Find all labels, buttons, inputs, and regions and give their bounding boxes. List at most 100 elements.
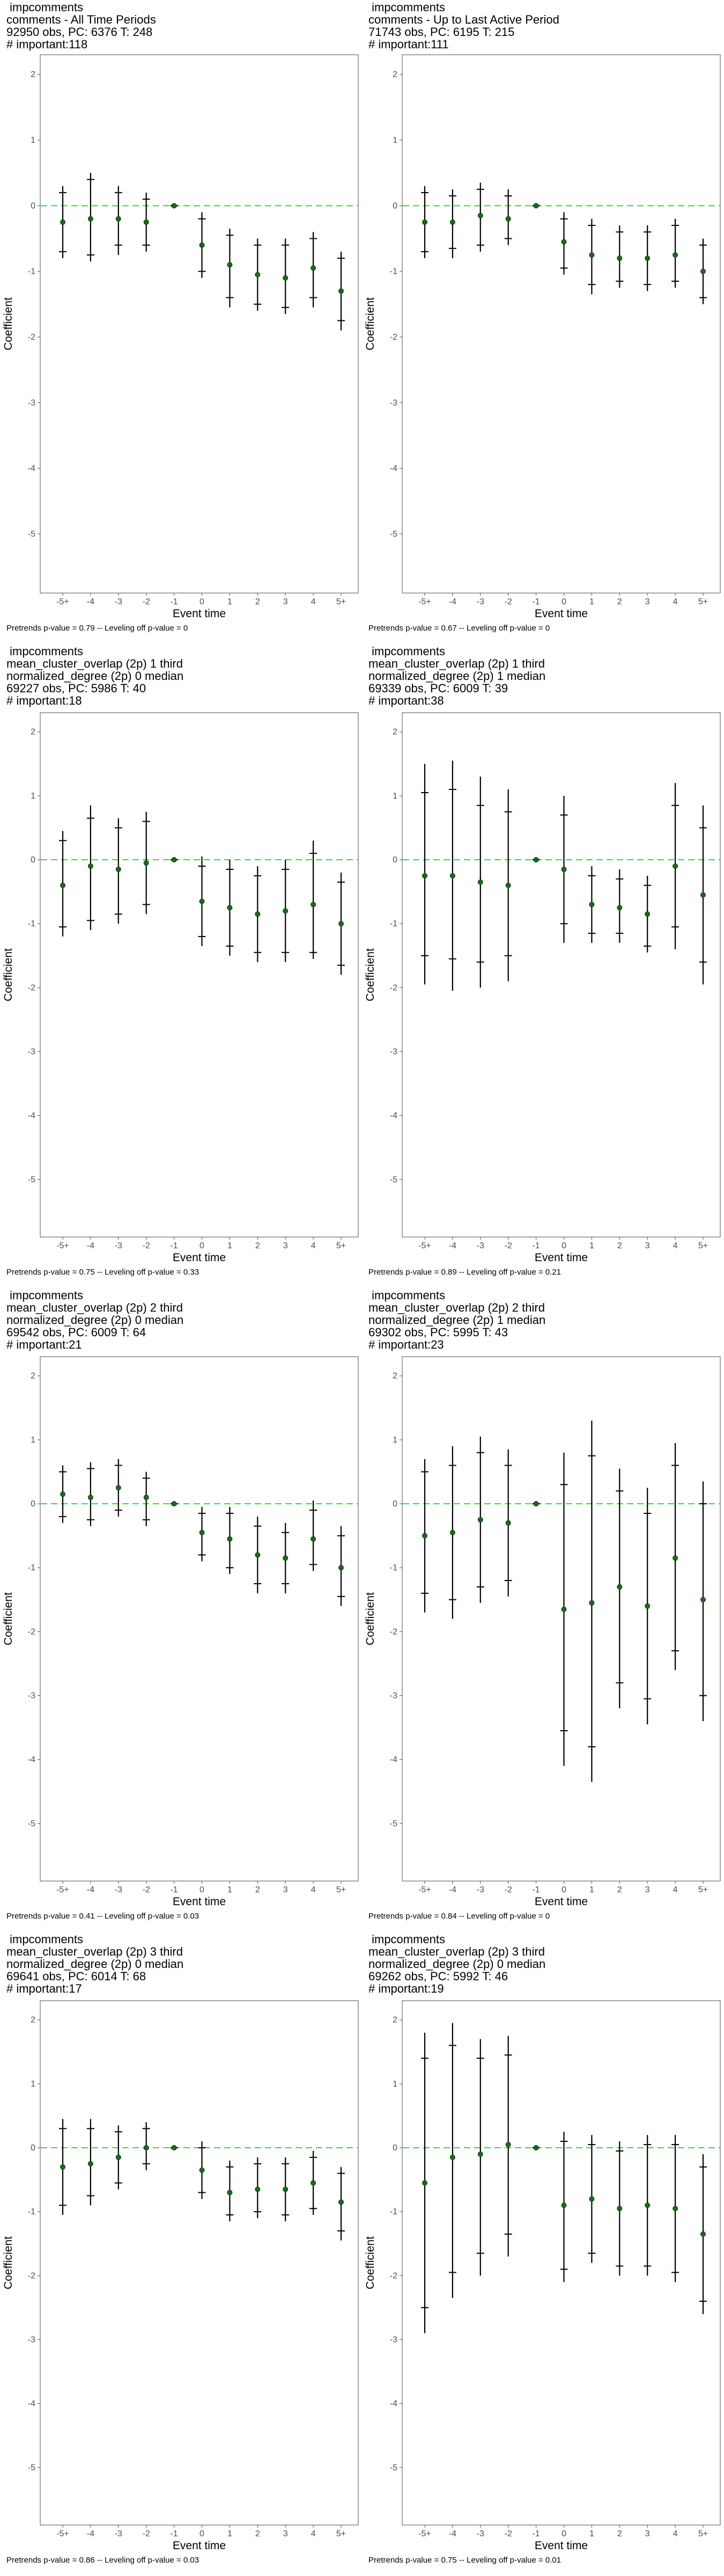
- x-tick-label: 0: [200, 1885, 204, 1894]
- y-tick-label: -4: [28, 2399, 35, 2409]
- x-tick-label: -3: [477, 1885, 484, 1894]
- data-point-group: [448, 2023, 456, 2299]
- x-tick-label: -1: [170, 2529, 178, 2538]
- x-tick-label: 2: [255, 2529, 260, 2538]
- plot-frame: [40, 2000, 359, 2526]
- y-tick-label: -5: [28, 1175, 35, 1184]
- data-point: [227, 905, 233, 911]
- chart-title-line: normalized_degree (2p) 0 median: [6, 1313, 184, 1327]
- chart-title-line: mean_cluster_overlap (2p) 3 third: [368, 1945, 545, 1958]
- plot-frame: [40, 1356, 359, 1882]
- x-tick-label: -5+: [418, 2529, 431, 2538]
- x-tick-label: -3: [477, 2529, 484, 2538]
- data-point-group: [337, 2167, 345, 2241]
- x-tick-label: 4: [673, 597, 678, 606]
- x-tick-label: 2: [255, 1241, 260, 1250]
- data-point-group: [198, 2141, 206, 2199]
- x-tick-label: 2: [617, 1885, 622, 1894]
- data-point: [87, 2161, 93, 2167]
- data-point: [255, 911, 261, 917]
- data-point-group: [226, 860, 234, 956]
- chart-plot: -5 -4 -3 -2 -1 0 1 2 -5+ -4 -3 -2 -1 0 1 2 3 4 5+ Event tim…: [2, 712, 359, 1264]
- data-point: [338, 288, 344, 294]
- x-tick-label: 5+: [336, 1885, 346, 1894]
- data-point: [143, 2145, 149, 2151]
- plot-frame: [402, 1356, 721, 1882]
- x-tick-label: -2: [143, 2529, 150, 2538]
- data-point: [505, 216, 511, 222]
- data-point-group: [671, 2135, 679, 2282]
- data-point-group: [560, 2132, 568, 2282]
- y-tick-label: 0: [31, 201, 35, 210]
- y-tick-label: -2: [390, 983, 397, 992]
- y-tick-label: -5: [28, 530, 35, 539]
- chart-title-line: impcomments: [6, 1, 84, 14]
- y-tick-label: -1: [390, 2207, 397, 2216]
- y-axis-label: Coefficient: [2, 1592, 14, 1645]
- x-tick-label: -1: [532, 597, 540, 606]
- data-point-group: [671, 1443, 679, 1670]
- x-tick-label: -5+: [56, 1241, 69, 1250]
- x-tick-label: 5+: [336, 1241, 346, 1250]
- y-tick-label: 0: [31, 1499, 35, 1509]
- chart-title-line: normalized_degree (2p) 1 median: [368, 669, 546, 683]
- chart-title-line: 69227 obs, PC: 5986 T: 40: [6, 682, 146, 695]
- data-point: [115, 216, 121, 222]
- chart-panel-6: impcomments mean_cluster_overlap (2p) 2 t…: [362, 1288, 724, 1932]
- x-axis-label: Event time: [173, 608, 226, 620]
- data-point: [700, 2231, 706, 2237]
- x-tick-label: -4: [87, 2529, 94, 2538]
- data-point-group: [114, 1459, 122, 1517]
- chart-title-line: impcomments: [6, 1289, 84, 1302]
- x-tick-label: 2: [617, 1241, 622, 1250]
- data-point-group: [560, 1452, 568, 1766]
- data-point: [589, 2196, 595, 2202]
- y-tick-label: -5: [390, 530, 397, 539]
- y-tick-label: 0: [31, 855, 35, 865]
- y-tick-label: 1: [393, 1436, 397, 1445]
- y-tick-label: 0: [393, 2143, 397, 2153]
- x-tick-label: 1: [227, 2529, 232, 2538]
- chart-title-line: normalized_degree (2p) 0 median: [368, 1957, 546, 1971]
- data-point: [171, 203, 177, 209]
- y-tick-label: -3: [390, 2335, 397, 2344]
- x-tick-label: -2: [143, 1241, 150, 1250]
- y-tick-label: -3: [390, 1047, 397, 1056]
- data-point: [617, 1584, 623, 1590]
- data-point-group: [644, 875, 652, 953]
- data-point-group: [588, 866, 596, 943]
- data-point: [115, 1485, 121, 1491]
- data-point-group: [59, 186, 67, 259]
- data-point-group: [59, 1465, 67, 1523]
- y-axis-label: Coefficient: [364, 1592, 376, 1645]
- y-tick-label: -4: [28, 1755, 35, 1765]
- y-tick-label: -1: [390, 1563, 397, 1572]
- data-point-group: [532, 1501, 540, 1507]
- data-point-group: [504, 189, 512, 245]
- data-point: [60, 882, 65, 888]
- data-point-group: [476, 182, 484, 252]
- chart-title: impcomments mean_cluster_overlap (2p) 2 t…: [368, 1289, 545, 1351]
- data-point-group: [282, 1523, 290, 1593]
- data-point-group: [560, 795, 568, 943]
- chart-title: impcomments mean_cluster_overlap (2p) 2 t…: [6, 1289, 183, 1351]
- data-point: [283, 1555, 289, 1561]
- chart-title-line: mean_cluster_overlap (2p) 2 third: [368, 1301, 545, 1314]
- data-point: [338, 1565, 344, 1571]
- x-tick-label: -2: [505, 1885, 512, 1894]
- x-tick-label: -4: [449, 597, 456, 606]
- x-tick-label: -5+: [56, 1885, 69, 1894]
- chart-plot: -5 -4 -3 -2 -1 0 1 2 -5+ -4 -3 -2 -1 0 1 2 3 4 5+ Event tim…: [364, 1356, 721, 1908]
- y-tick-label: -3: [390, 1691, 397, 1700]
- chart-title-line: mean_cluster_overlap (2p) 2 third: [6, 1301, 183, 1314]
- data-point-group: [560, 212, 568, 275]
- y-tick-label: -3: [28, 1047, 35, 1056]
- x-tick-label: 3: [283, 1885, 288, 1894]
- chart-title-line: 92950 obs, PC: 6376 T: 248: [6, 25, 153, 39]
- x-tick-label: -5+: [56, 2529, 69, 2538]
- chart-title-line: impcomments: [368, 1289, 446, 1302]
- y-tick-label: 1: [393, 136, 397, 145]
- data-point-group: [448, 1446, 456, 1619]
- chart-plot: -5 -4 -3 -2 -1 0 1 2 -5+ -4 -3 -2 -1 0 1 2 3 4 5+ Event tim…: [364, 2000, 721, 2552]
- y-axis-label: Coefficient: [364, 948, 376, 1001]
